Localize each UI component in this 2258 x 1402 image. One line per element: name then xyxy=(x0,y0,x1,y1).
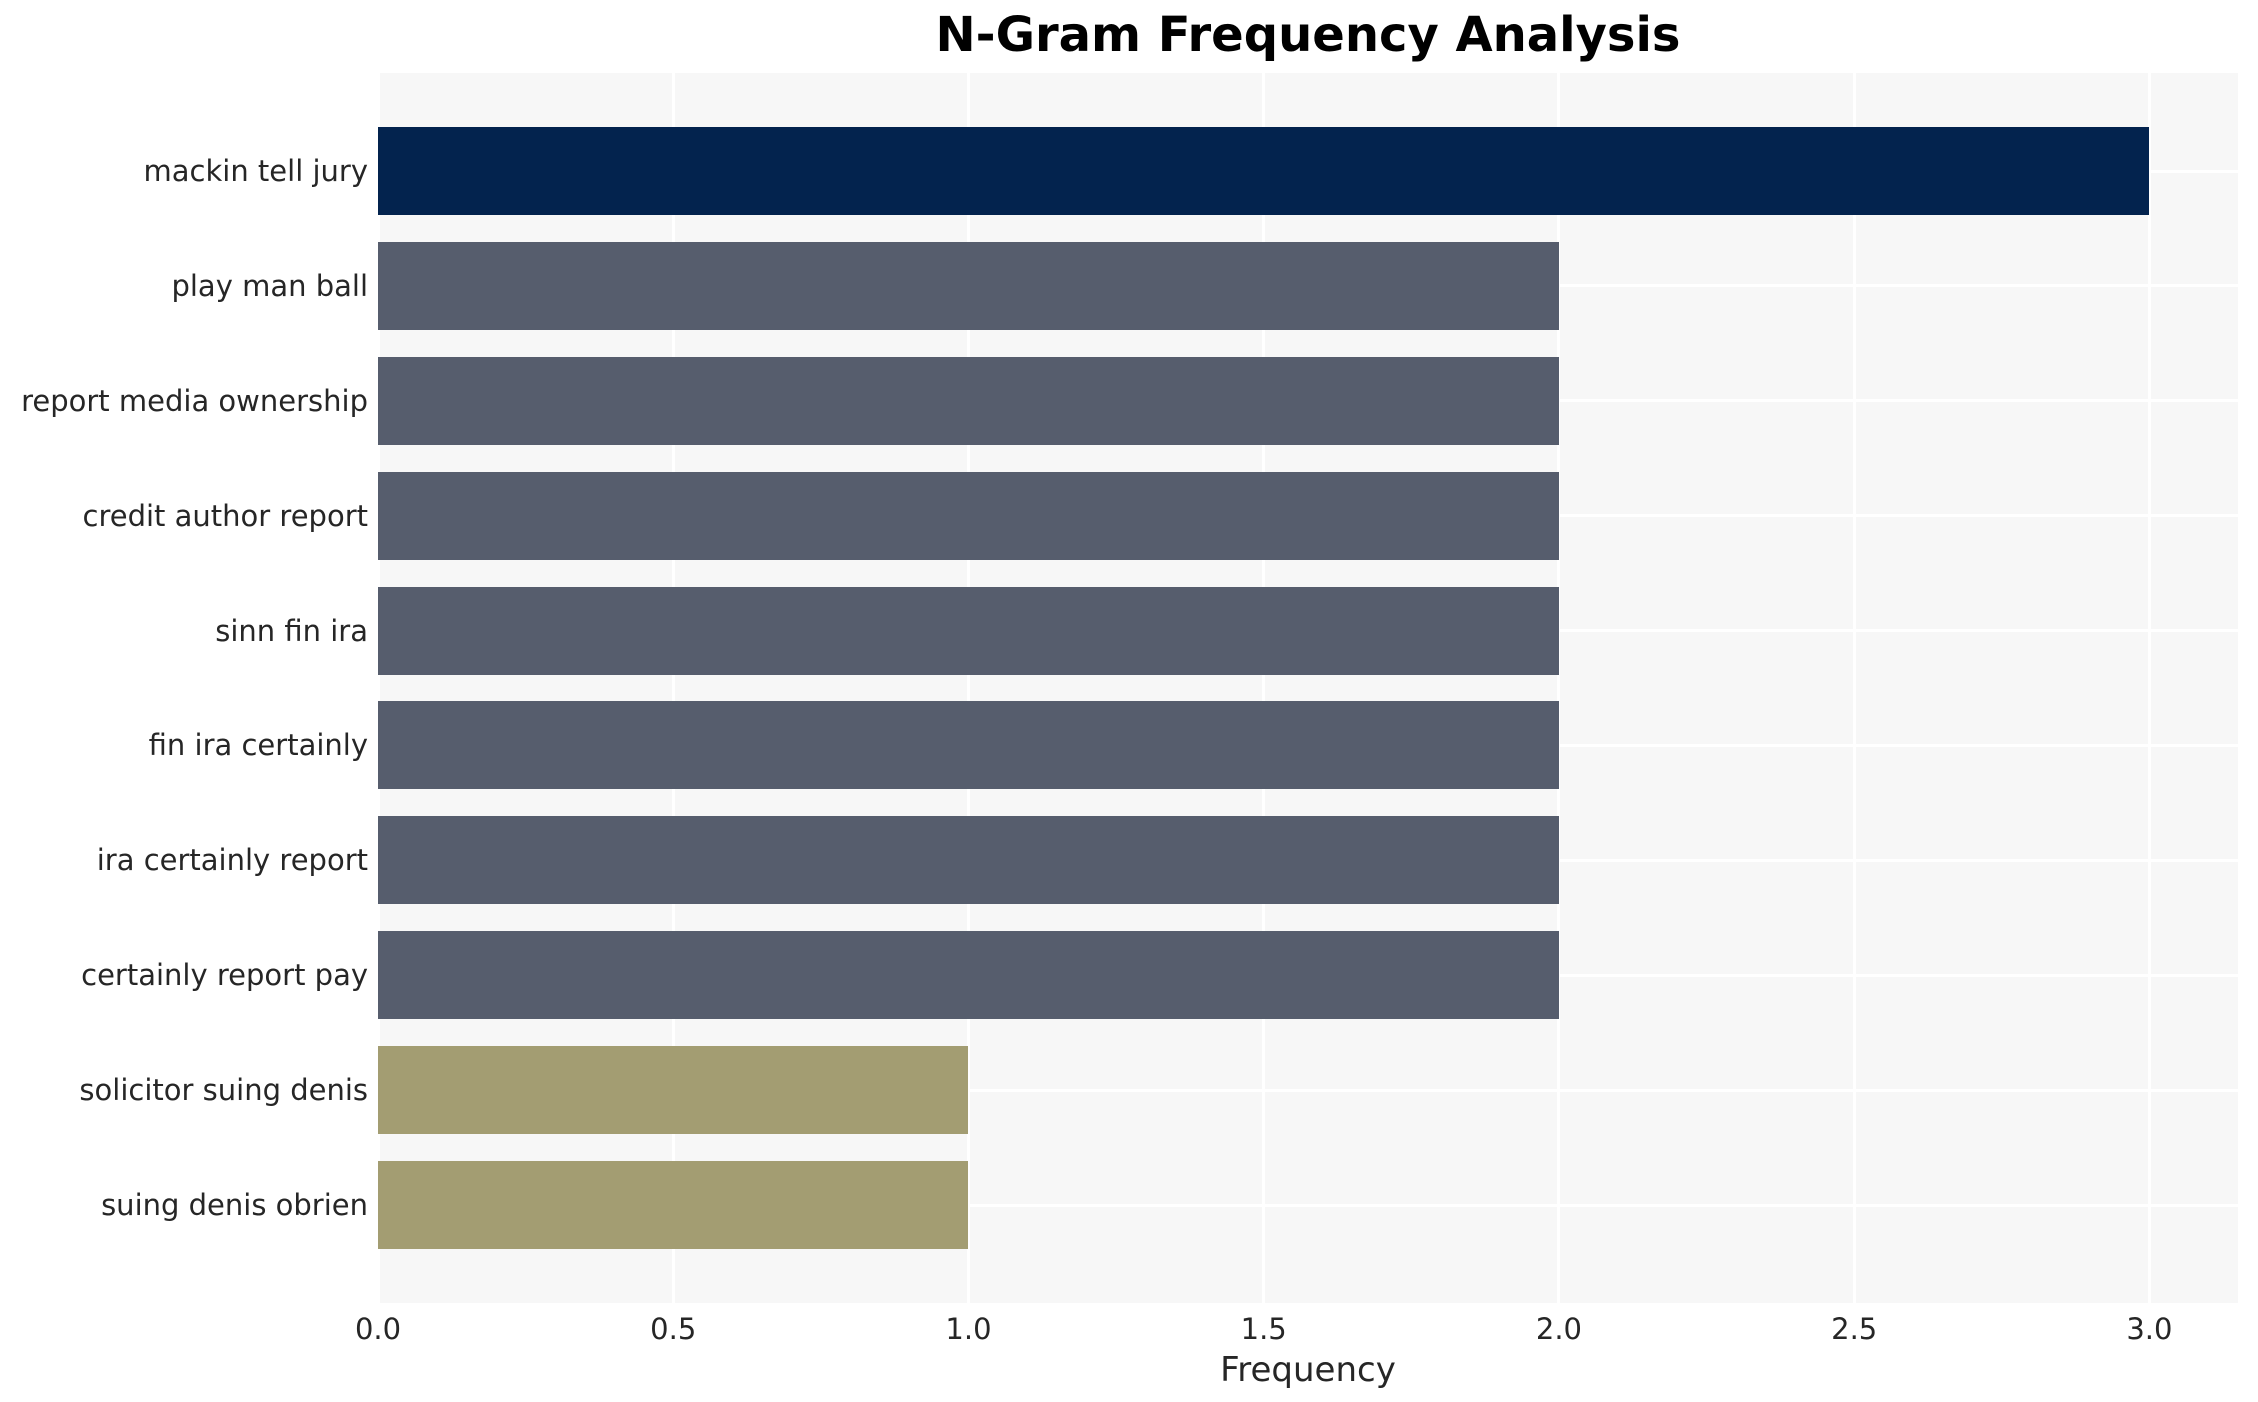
y-tick-label: ira certainly report xyxy=(96,843,368,878)
bar-certainly-report-pay xyxy=(378,931,1559,1020)
x-gridline xyxy=(2147,73,2151,1303)
x-gridline xyxy=(966,73,970,1303)
bar-credit-author-report xyxy=(378,471,1559,560)
y-tick-label: certainly report pay xyxy=(81,958,368,993)
bar-solicitor-suing-denis xyxy=(378,1046,969,1135)
x-tick-label: 1.5 xyxy=(1240,1312,1287,1346)
y-tick-label: play man ball xyxy=(171,268,368,303)
x-gridline xyxy=(376,73,380,1303)
x-tick-label: 0.0 xyxy=(354,1312,402,1346)
x-axis-title: Frequency xyxy=(1220,1350,1396,1390)
x-tick-label: 1.0 xyxy=(945,1312,992,1346)
chart-title: N-Gram Frequency Analysis xyxy=(935,7,1681,63)
y-tick-label: report media ownership xyxy=(21,383,368,418)
x-gridline xyxy=(1262,73,1266,1303)
bar-ira-certainly-report xyxy=(378,816,1559,905)
bar-suing-denis-obrien xyxy=(378,1161,969,1249)
x-gridline xyxy=(671,73,675,1303)
x-gridline xyxy=(1852,73,1856,1303)
x-tick-label: 2.0 xyxy=(1535,1312,1582,1346)
bar-mackin-tell-jury xyxy=(378,127,2150,215)
y-tick-label: solicitor suing denis xyxy=(79,1073,368,1108)
x-tick-label: 2.5 xyxy=(1831,1312,1878,1346)
y-gridline xyxy=(378,1203,2238,1207)
y-tick-label: credit author report xyxy=(82,498,368,533)
bar-sinn-fin-ira xyxy=(378,586,1559,675)
bar-report-media-ownership xyxy=(378,356,1559,445)
x-tick-label: 3.0 xyxy=(2126,1312,2173,1346)
x-gridline xyxy=(1557,73,1561,1303)
y-tick-label: mackin tell jury xyxy=(143,154,368,188)
y-tick-label: sinn fin ira xyxy=(215,613,368,648)
bar-play-man-ball xyxy=(378,241,1559,330)
y-gridline xyxy=(378,1088,2238,1092)
plot-area xyxy=(376,73,2238,1303)
y-tick-label: fin ira certainly xyxy=(148,728,368,763)
bar-fin-ira-certainly xyxy=(378,701,1559,790)
y-tick-label: suing denis obrien xyxy=(101,1188,368,1222)
x-tick-label: 0.5 xyxy=(650,1312,697,1346)
